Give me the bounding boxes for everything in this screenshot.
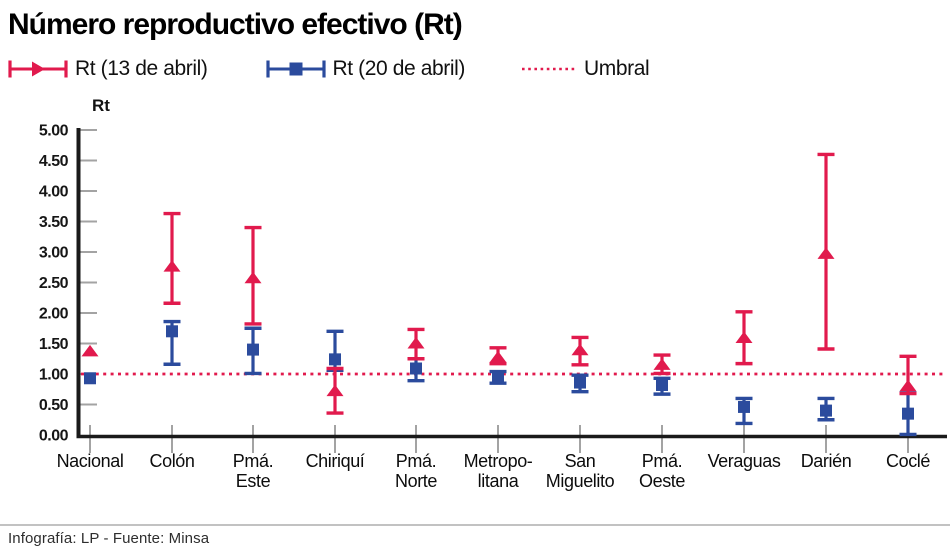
- data-point-triangle: [81, 344, 99, 357]
- x-category-label: Coclé: [886, 451, 930, 471]
- data-point-square: [738, 400, 750, 413]
- y-axis-title: Rt: [92, 96, 110, 115]
- legend-label: Rt (13 de abril): [75, 57, 208, 80]
- data-point-square: [820, 404, 832, 417]
- legend-item-series1: Rt (20 de abril): [264, 57, 466, 81]
- page-title: Número reproductivo efectivo (Rt): [8, 8, 463, 41]
- footer-credit: Infografía: LP - Fuente: Minsa: [8, 530, 210, 547]
- data-point-triangle: [735, 331, 753, 344]
- y-tick-label: 4.50: [39, 153, 69, 170]
- errorbar-square-icon: [265, 60, 326, 78]
- data-point-square: [247, 343, 259, 356]
- legend-item-umbral: Umbral: [521, 57, 650, 81]
- x-category-label: Pmá.: [396, 451, 436, 471]
- x-category-label: San: [565, 451, 596, 471]
- rt-chart: Rt 0.00 0.50 1.00 1.50 2.00 2.50 3.00 3.50 4.00 4.…: [39, 96, 947, 491]
- y-tick-label: 1.00: [39, 367, 69, 384]
- data-point-square: [166, 325, 178, 338]
- x-category-label: Oeste: [639, 471, 685, 491]
- data-point-triangle: [489, 351, 507, 363]
- x-category-label: Veraguas: [708, 451, 781, 471]
- y-tick-label: 0.00: [39, 428, 69, 445]
- x-category-label: Este: [236, 471, 271, 491]
- x-category-label: Miguelito: [546, 471, 615, 491]
- data-point-square: [492, 371, 504, 384]
- x-category-label: Pmá.: [233, 451, 273, 471]
- data-point-triangle: [653, 358, 671, 370]
- x-category-label: Pmá.: [642, 451, 682, 471]
- legend-label: Umbral: [584, 57, 650, 80]
- x-category-label: Norte: [395, 471, 437, 491]
- errorbar-triangle-icon: [8, 60, 68, 78]
- y-tick-label: 1.50: [39, 336, 69, 353]
- x-category-label: Metropo-: [464, 451, 533, 471]
- data-point-triangle: [817, 247, 835, 259]
- footer: Infografía: LP - Fuente: Minsa: [0, 524, 950, 547]
- data-point-triangle: [407, 337, 425, 349]
- x-category-label: litana: [478, 471, 520, 491]
- y-tick-label: 0.50: [39, 397, 69, 414]
- data-point-square: [902, 407, 914, 420]
- y-tick-label: 3.50: [39, 214, 69, 231]
- data-point-triangle: [326, 384, 344, 397]
- x-category-label: Chiriquí: [306, 451, 365, 471]
- y-tick-label: 4.00: [39, 184, 69, 201]
- legend-label: Rt (20 de abril): [332, 57, 466, 80]
- y-tick-label: 3.00: [39, 245, 69, 262]
- data-point-square: [656, 378, 668, 391]
- data-point-square: [329, 353, 341, 366]
- y-tick-label: 5.00: [39, 123, 69, 140]
- data-point-triangle: [899, 379, 917, 392]
- x-category-label: Colón: [149, 451, 194, 471]
- legend-item-series0: Rt (13 de abril): [6, 57, 208, 81]
- data-point-square: [84, 372, 96, 385]
- data-point-triangle: [571, 343, 589, 356]
- x-category-label: Darién: [801, 451, 852, 471]
- x-category-label: Nacional: [57, 451, 124, 471]
- y-tick-label: 2.00: [39, 306, 69, 323]
- data-point-triangle: [163, 260, 181, 272]
- y-tick-label: 2.50: [39, 275, 69, 292]
- data-point-square: [410, 362, 422, 375]
- legend: Rt (13 de abril) Rt (20 de abril) Umbral: [6, 54, 950, 84]
- data-point-triangle: [244, 271, 262, 284]
- dotted-line-icon: [522, 67, 577, 71]
- data-point-square: [574, 376, 586, 389]
